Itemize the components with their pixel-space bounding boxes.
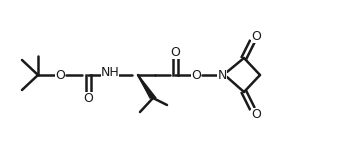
Polygon shape [138,75,156,98]
Text: O: O [191,68,201,81]
Text: O: O [55,68,65,81]
Text: O: O [251,29,261,43]
Text: O: O [170,45,180,59]
Text: O: O [251,108,261,120]
Text: N: N [217,68,227,81]
Text: O: O [83,92,93,104]
Text: NH: NH [101,65,119,79]
